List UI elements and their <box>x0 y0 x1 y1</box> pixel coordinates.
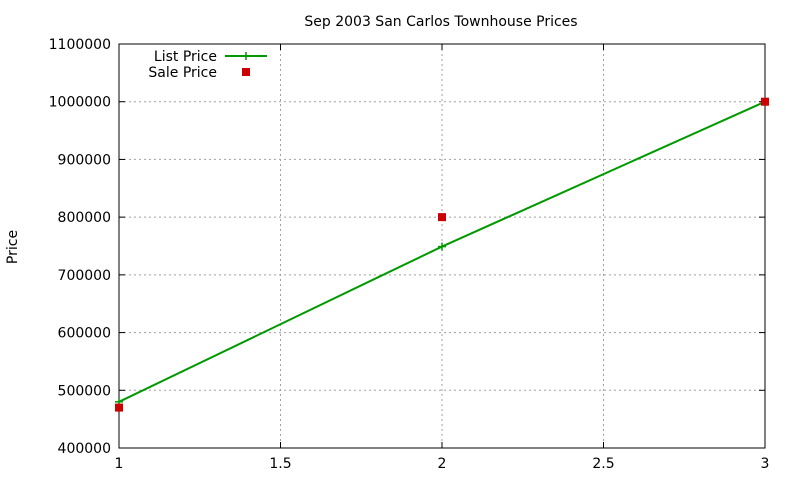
legend-marker-list-price <box>242 52 250 60</box>
list-price-point <box>438 242 446 251</box>
x-tick-label: 3 <box>761 456 770 472</box>
legend-label-sale-price: Sale Price <box>148 65 217 81</box>
y-tick-label: 1000000 <box>49 95 111 111</box>
list-price-line <box>118 100 766 403</box>
legend-label-list-price: List Price <box>154 49 217 65</box>
sale-price-point <box>115 403 123 412</box>
y-tick-label: 500000 <box>58 383 111 399</box>
y-tick-label: 400000 <box>58 441 111 457</box>
y-tick-label: 1100000 <box>49 37 111 53</box>
y-tick-label: 900000 <box>58 152 111 168</box>
sale-price-point <box>761 97 769 106</box>
plot-frame <box>118 43 766 449</box>
y-tick-label: 600000 <box>58 326 111 342</box>
x-tick-label: 1 <box>115 456 124 472</box>
plot-area <box>115 97 769 412</box>
legend-marker-sale-price <box>242 68 250 76</box>
chart-title: Sep 2003 San Carlos Townhouse Prices <box>304 14 577 30</box>
axis-ticks: 400000 500000 600000 700000 800000 900000 1000… <box>49 37 770 472</box>
x-tick-label: 1.5 <box>269 456 291 472</box>
x-tick-label: 2 <box>438 456 447 472</box>
y-axis-label: Price <box>5 230 21 264</box>
sale-price-point <box>438 213 446 222</box>
y-tick-label: 800000 <box>58 210 111 226</box>
x-tick-label: 2.5 <box>592 456 614 472</box>
y-tick-label: 700000 <box>58 268 111 284</box>
